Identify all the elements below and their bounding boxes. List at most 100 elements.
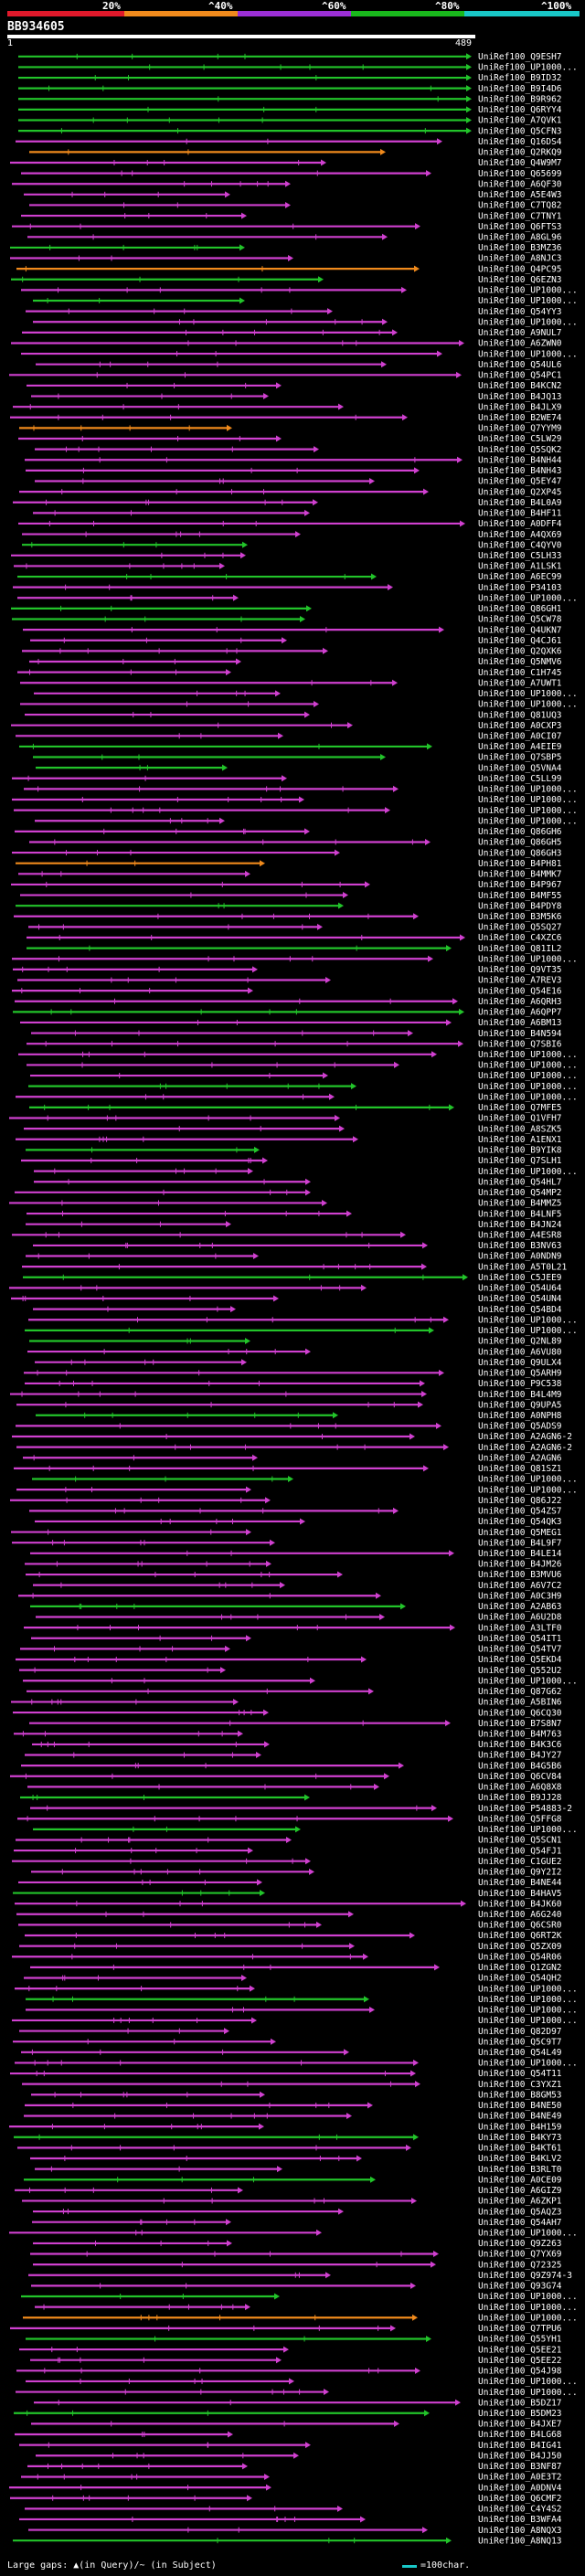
hit-label[interactable]: UniRef100_A5BIN6 [478,1698,562,1708]
hit-row[interactable]: UniRef100_Q54MP2 [15,1188,562,1198]
hit-label[interactable]: UniRef100_B4L0A9 [478,498,562,508]
hit-label[interactable]: UniRef100_UP1000... [478,2059,578,2069]
hit-row[interactable]: UniRef100_Q54QK3 [35,1517,562,1527]
hit-row[interactable]: UniRef100_UP1000... [18,1050,578,1060]
hit-label[interactable]: UniRef100_Q2XP45 [478,487,562,497]
hit-row[interactable]: UniRef100_B4JK60 [15,1899,562,1909]
hit-label[interactable]: UniRef100_Q7SLH1 [478,1156,562,1166]
hit-label[interactable]: UniRef100_A6V7C2 [478,1581,562,1591]
hit-label[interactable]: UniRef100_Q6RT2K [478,1931,562,1941]
hit-row[interactable]: UniRef100_UP1000... [34,1167,578,1177]
hit-label[interactable]: UniRef100_Q6CSR0 [478,1921,562,1931]
hit-label[interactable]: UniRef100_B3MZ36 [478,243,562,253]
hit-row[interactable]: UniRef100_Q9ULX4 [35,1358,562,1368]
hit-row[interactable]: UniRef100_B4HF11 [33,509,562,519]
hit-row[interactable]: UniRef100_Q54TV7 [20,1645,562,1655]
hit-row[interactable]: UniRef100_A8NQX3 [28,2526,562,2536]
hit-row[interactable]: UniRef100_Q5EKD4 [16,1655,562,1665]
hit-row[interactable]: UniRef100_A4QX69 [22,530,562,540]
hit-row[interactable]: UniRef100_Q54IT1 [31,1634,562,1644]
hit-label[interactable]: UniRef100_A0NPH8 [478,1411,562,1421]
hit-row[interactable]: UniRef100_Q5NMV6 [29,657,562,667]
hit-row[interactable]: UniRef100_B4M763 [14,1729,562,1739]
hit-row[interactable]: UniRef100_UP1000... [33,1825,578,1835]
hit-row[interactable]: UniRef100_A6G240 [16,1910,562,1920]
hit-label[interactable]: UniRef100_Q2QXK6 [478,647,562,657]
hit-label[interactable]: UniRef100_Q86GH6 [478,827,562,837]
hit-row[interactable]: UniRef100_Q86GH6 [15,827,562,837]
hit-label[interactable]: UniRef100_A8GL96 [478,232,562,242]
hit-row[interactable]: UniRef100_UP1000... [26,2377,578,2387]
hit-label[interactable]: UniRef100_A6BM13 [478,1018,562,1028]
hit-row[interactable]: UniRef100_B4NE50 [25,2101,562,2111]
hit-row[interactable]: UniRef100_A5T0L21 [22,1262,568,1272]
hit-label[interactable]: UniRef100_Q54IT1 [478,1634,562,1644]
hit-label[interactable]: UniRef100_B3RLT0 [478,2165,562,2175]
hit-label[interactable]: UniRef100_Q54BD4 [478,1305,562,1315]
hit-label[interactable]: UniRef100_B4JK60 [478,1899,562,1909]
hit-label[interactable]: UniRef100_B4M763 [478,1729,562,1739]
hit-row[interactable]: UniRef100_C1GUE2 [12,1857,562,1867]
hit-row[interactable]: UniRef100_UP1000... [33,317,578,327]
hit-label[interactable]: UniRef100_C1H745 [478,668,562,678]
hit-label[interactable]: UniRef100_B4PDY8 [478,901,562,911]
hit-row[interactable]: UniRef100_Q54ZS7 [29,1507,562,1517]
hit-label[interactable]: UniRef100_B4JY27 [478,1751,562,1761]
hit-row[interactable]: UniRef100_Q5VNA4 [36,763,562,773]
hit-row[interactable]: UniRef100_Q4PC95 [16,264,562,274]
hit-row[interactable]: UniRef100_A0DFF4 [18,519,562,529]
hit-label[interactable]: UniRef100_UP1000... [478,317,578,327]
hit-row[interactable]: UniRef100_A6EC99 [17,572,562,582]
hit-label[interactable]: UniRef100_B4MF55 [478,891,562,901]
hit-label[interactable]: UniRef100_C1GUE2 [478,1857,562,1867]
hit-row[interactable]: UniRef100_Q54U64 [9,1284,562,1294]
hit-label[interactable]: UniRef100_Q5ARH9 [478,1369,562,1379]
hit-label[interactable]: UniRef100_B4KY73 [478,2133,562,2143]
hit-row[interactable]: UniRef100_Q6RT2K [25,1931,562,1941]
hit-label[interactable]: UniRef100_Q54PC1 [478,371,562,381]
hit-label[interactable]: UniRef100_C4QYV0 [478,540,562,550]
hit-row[interactable]: UniRef100_Q54UN4 [11,1294,562,1304]
hit-label[interactable]: UniRef100_Q1ZGN2 [478,1963,562,1973]
hit-row[interactable]: UniRef100_Q82D97 [19,2027,562,2037]
hit-label[interactable]: UniRef100_B4HF11 [478,509,562,519]
hit-label[interactable]: UniRef100_A0CE09 [478,2175,562,2185]
hit-label[interactable]: UniRef100_B4L4M9 [478,1390,562,1400]
hit-label[interactable]: UniRef100_Q5CFN3 [478,126,562,136]
hit-label[interactable]: UniRef100_A0C3H9 [478,1591,562,1601]
hit-row[interactable]: UniRef100_Q87G62 [27,1687,562,1697]
hit-label[interactable]: UniRef100_Q4UKN7 [478,625,562,635]
hit-row[interactable]: UniRef100_B4L9F7 [12,1538,562,1548]
hit-label[interactable]: UniRef100_B4L9F7 [478,1538,562,1548]
hit-row[interactable]: UniRef100_Q7YYM9 [19,424,562,434]
hit-label[interactable]: UniRef100_Q552U2 [478,1666,562,1676]
hit-row[interactable]: UniRef100_UP1000... [18,63,578,73]
hit-label[interactable]: UniRef100_A9NUL7 [478,328,562,338]
hit-label[interactable]: UniRef100_Q9UPA5 [478,1400,562,1410]
hit-row[interactable]: UniRef100_Q5ADS9 [16,1422,562,1432]
hit-row[interactable]: UniRef100_B4KT61 [17,2144,562,2154]
hit-label[interactable]: UniRef100_Q5VNA4 [478,763,562,773]
hit-row[interactable]: UniRef100_C3YXZ1 [22,2080,562,2090]
hit-row[interactable]: UniRef100_Q5SCN1 [16,1836,562,1846]
hit-row[interactable]: UniRef100_B4JM26 [25,1560,562,1570]
hit-row[interactable]: UniRef100_Q86J22 [10,1496,562,1506]
hit-label[interactable]: UniRef100_Q54J98 [478,2367,562,2377]
hit-row[interactable]: UniRef100_Q5EE21 [19,2345,562,2355]
hit-label[interactable]: UniRef100_UP1000... [478,2388,578,2398]
hit-row[interactable]: UniRef100_UP1000... [14,806,578,816]
hit-row[interactable]: UniRef100_Q5MEG1 [11,1528,562,1538]
hit-label[interactable]: UniRef100_UP1000... [478,806,578,816]
hit-row[interactable]: UniRef100_UP1000... [12,2016,578,2026]
hit-row[interactable]: UniRef100_Q552U2 [19,1666,562,1676]
hit-label[interactable]: UniRef100_Q1VFH7 [478,1114,562,1124]
hit-row[interactable]: UniRef100_A4ESR8 [12,1230,562,1240]
hit-row[interactable]: UniRef100_Q54AH7 [32,2218,562,2228]
hit-row[interactable]: UniRef100_B4LG68 [15,2430,562,2440]
hit-label[interactable]: UniRef100_B3M5K6 [478,912,562,922]
hit-row[interactable]: UniRef100_A1ENX1 [16,1135,562,1145]
hit-row[interactable]: UniRef100_B4KCN2 [27,381,562,391]
hit-row[interactable]: UniRef100_Q9Y2I2 [31,1868,562,1878]
hit-row[interactable]: UniRef100_Q2NL89 [29,1337,562,1347]
hit-label[interactable]: UniRef100_UP1000... [478,2292,578,2302]
